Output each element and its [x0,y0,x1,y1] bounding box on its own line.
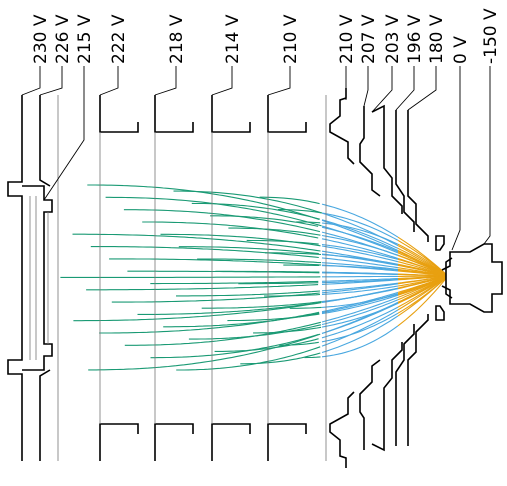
voltage-label: 210 V [337,14,357,64]
electrode [436,236,444,250]
trajectory [109,259,321,265]
leader-line [44,66,84,200]
voltage-label: 230 V [31,14,51,64]
leader-line [268,66,290,95]
electron-optics-diagram: 230 V226 V215 V 222 V 218 V 214 V 210 V 210 V… [0,0,507,486]
leader-line [372,66,392,112]
leader-line [155,66,176,95]
leader-line [212,66,232,95]
trajectory [228,228,320,235]
leader-line [396,66,414,110]
voltage-label: 222 V [109,14,129,64]
leader-line [22,66,40,95]
electrodes-top [8,88,502,278]
voltage-label: -150 V [481,8,501,64]
trajectory [260,197,320,203]
trajectory [290,307,322,308]
trajectory [161,234,321,246]
leader-line [100,66,118,95]
leader-lines [22,66,490,250]
electrode [360,106,380,196]
electrode [408,110,428,242]
trajectory [322,310,398,346]
electrodes-bottom [8,278,502,468]
voltage-label: 226 V [53,14,73,64]
electrode [330,88,354,164]
electrode [100,95,138,132]
trajectory [112,293,320,302]
electrode [8,95,22,278]
trajectories [60,185,446,370]
voltage-label: 218 V [167,14,187,64]
leader-line [484,66,490,244]
electrode [268,95,306,132]
electrode [372,106,402,214]
voltage-label: 196 V [405,14,425,64]
voltage-label: 0 V [451,36,471,64]
leader-line [40,66,62,95]
electrode [40,95,50,186]
voltage-label: 207 V [359,14,379,64]
electrode [22,186,52,278]
voltage-label: 203 V [383,14,403,64]
electrode [155,95,193,132]
voltage-label: 210 V [281,14,301,64]
leader-line [408,66,436,110]
voltage-label: 214 V [223,14,243,64]
tip-holder [442,244,502,278]
voltage-label: 215 V [75,14,95,64]
leader-line [452,66,460,250]
trajectory [142,222,318,238]
electrode [212,95,250,132]
voltage-label: 180 V [427,14,447,64]
electrode [396,110,414,232]
trajectory [86,285,318,290]
leader-line [364,66,368,106]
trajectory [91,247,319,258]
trajectory [124,210,320,232]
trajectory [60,277,320,278]
